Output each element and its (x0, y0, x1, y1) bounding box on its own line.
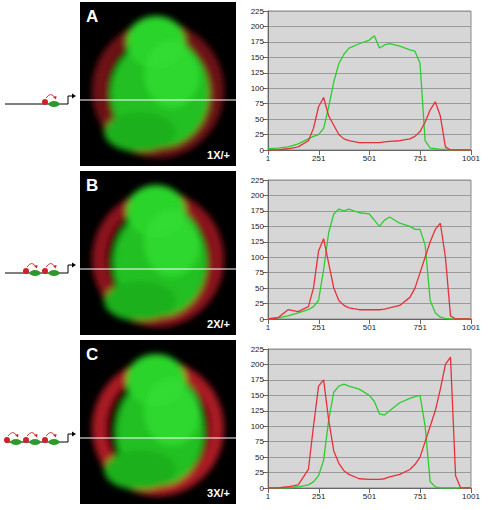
svg-text:1: 1 (266, 492, 271, 501)
svg-text:A: A (86, 7, 98, 26)
svg-text:100: 100 (251, 84, 265, 93)
svg-text:1001: 1001 (462, 323, 480, 332)
svg-text:150: 150 (251, 391, 265, 400)
svg-text:751: 751 (414, 154, 428, 163)
svg-text:75: 75 (255, 99, 264, 108)
svg-text:1X/+: 1X/+ (207, 149, 230, 161)
svg-text:175: 175 (251, 206, 265, 215)
svg-text:251: 251 (312, 492, 326, 501)
svg-text:25: 25 (255, 468, 264, 477)
svg-text:501: 501 (363, 154, 377, 163)
svg-text:200: 200 (251, 360, 265, 369)
svg-text:175: 175 (251, 375, 265, 384)
svg-text:200: 200 (251, 191, 265, 200)
svg-text:751: 751 (414, 323, 428, 332)
svg-text:0: 0 (260, 484, 265, 493)
svg-text:225: 225 (251, 345, 265, 354)
svg-text:751: 751 (414, 492, 428, 501)
svg-text:501: 501 (363, 323, 377, 332)
svg-text:0: 0 (260, 146, 265, 155)
svg-text:1: 1 (266, 323, 271, 332)
svg-text:0: 0 (260, 315, 265, 324)
svg-text:251: 251 (312, 154, 326, 163)
svg-text:25: 25 (255, 299, 264, 308)
svg-text:1001: 1001 (462, 154, 480, 163)
svg-text:25: 25 (255, 130, 264, 139)
svg-text:225: 225 (251, 176, 265, 185)
svg-text:1001: 1001 (462, 492, 480, 501)
svg-text:50: 50 (255, 115, 264, 124)
svg-text:200: 200 (251, 22, 265, 31)
svg-text:3X/+: 3X/+ (207, 487, 230, 499)
svg-text:50: 50 (255, 453, 264, 462)
svg-text:150: 150 (251, 222, 265, 231)
svg-text:125: 125 (251, 406, 265, 415)
svg-text:C: C (86, 345, 98, 364)
svg-text:1: 1 (266, 154, 271, 163)
svg-text:150: 150 (251, 53, 265, 62)
svg-text:2X/+: 2X/+ (207, 318, 230, 330)
svg-text:B: B (86, 176, 98, 195)
svg-text:225: 225 (251, 7, 265, 16)
svg-text:251: 251 (312, 323, 326, 332)
svg-text:100: 100 (251, 253, 265, 262)
svg-text:125: 125 (251, 68, 265, 77)
svg-text:75: 75 (255, 268, 264, 277)
svg-text:75: 75 (255, 437, 264, 446)
svg-text:175: 175 (251, 37, 265, 46)
svg-text:50: 50 (255, 284, 264, 293)
svg-text:100: 100 (251, 422, 265, 431)
svg-text:125: 125 (251, 237, 265, 246)
svg-text:501: 501 (363, 492, 377, 501)
